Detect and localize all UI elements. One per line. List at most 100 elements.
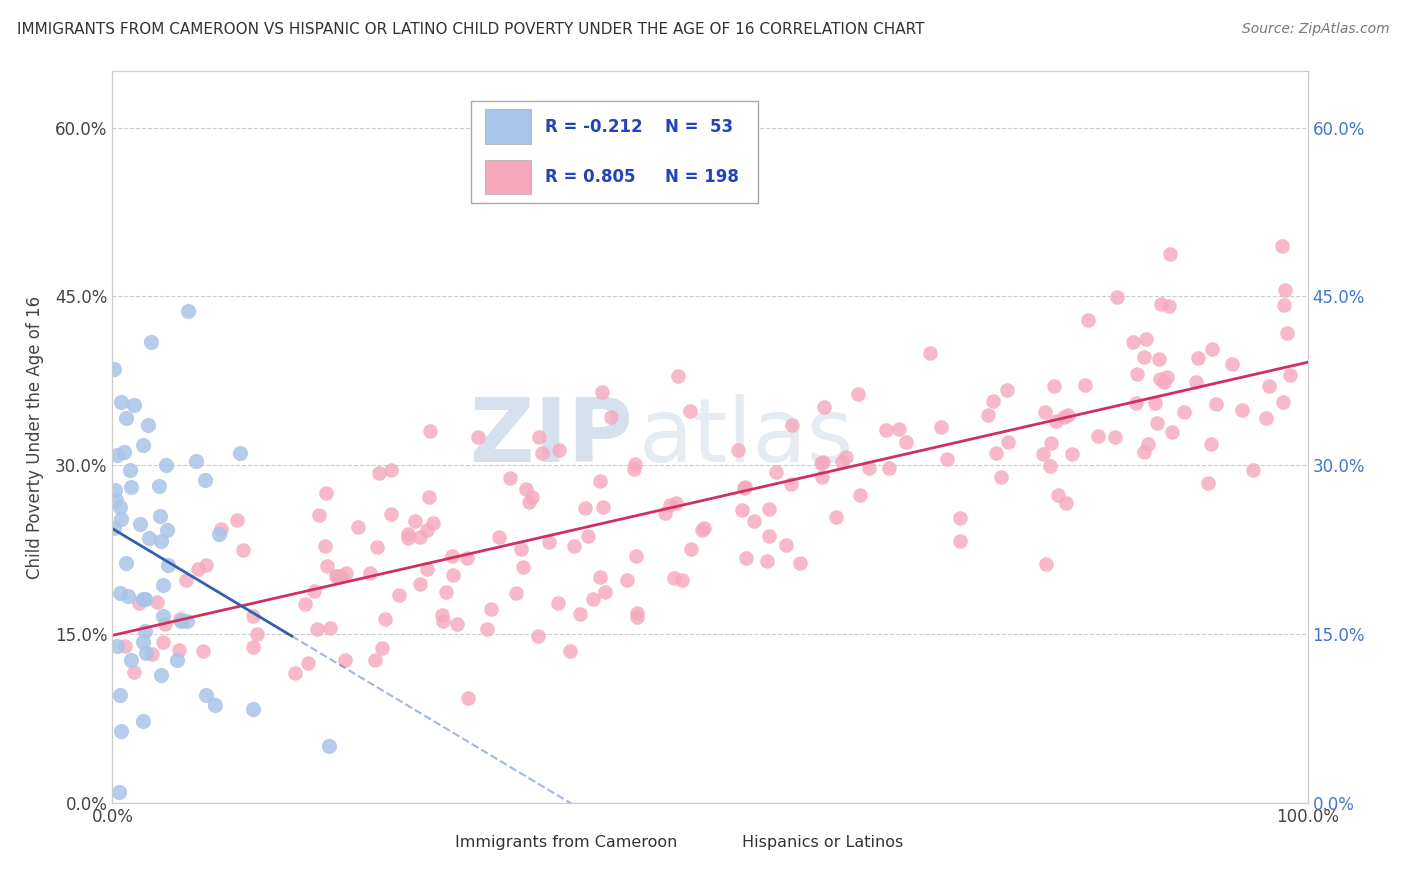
- Point: [665, 496, 688, 510]
- Point: [440, 549, 463, 563]
- Point: [1149, 372, 1171, 386]
- Point: [990, 470, 1012, 484]
- Point: [416, 523, 439, 537]
- Point: [170, 614, 193, 628]
- Point: [105, 448, 128, 462]
- Point: [441, 567, 464, 582]
- Point: [380, 507, 402, 521]
- Point: [1230, 402, 1253, 417]
- Point: [626, 610, 648, 624]
- Point: [152, 578, 174, 592]
- Point: [592, 500, 614, 515]
- Point: [626, 549, 648, 564]
- Point: [733, 481, 755, 495]
- Text: R = -0.212: R = -0.212: [546, 118, 643, 136]
- Point: [626, 606, 648, 620]
- Point: [1060, 447, 1083, 461]
- Point: [335, 566, 357, 581]
- Point: [1147, 351, 1170, 366]
- Point: [693, 521, 716, 535]
- Point: [1087, 429, 1109, 443]
- Point: [692, 523, 714, 537]
- Point: [825, 509, 848, 524]
- Point: [679, 404, 702, 418]
- Point: [1104, 430, 1126, 444]
- Point: [616, 573, 638, 587]
- Point: [479, 601, 502, 615]
- Point: [515, 483, 537, 497]
- Point: [176, 573, 198, 587]
- Point: [509, 542, 531, 557]
- Point: [1077, 312, 1099, 326]
- Point: [226, 512, 249, 526]
- Point: [1135, 332, 1157, 346]
- Point: [846, 386, 869, 401]
- Point: [308, 508, 330, 523]
- Point: [1136, 437, 1159, 451]
- Point: [396, 531, 419, 545]
- Point: [108, 688, 131, 702]
- Point: [659, 498, 682, 512]
- Point: [105, 640, 128, 654]
- Point: [858, 460, 880, 475]
- Point: [517, 495, 540, 509]
- Point: [1153, 375, 1175, 389]
- Point: [1258, 378, 1281, 392]
- Point: [152, 635, 174, 649]
- Point: [831, 455, 853, 469]
- Point: [558, 644, 581, 658]
- Point: [593, 585, 616, 599]
- Point: [120, 653, 142, 667]
- Point: [325, 569, 347, 583]
- Point: [887, 421, 910, 435]
- Point: [1173, 405, 1195, 419]
- Point: [758, 528, 780, 542]
- Point: [997, 434, 1019, 449]
- Point: [1197, 476, 1219, 491]
- Point: [371, 641, 394, 656]
- Point: [499, 471, 522, 485]
- Text: ZIP: ZIP: [470, 393, 633, 481]
- Point: [1033, 405, 1056, 419]
- Point: [529, 429, 551, 443]
- Point: [742, 514, 765, 528]
- Point: [527, 629, 550, 643]
- Point: [108, 585, 131, 599]
- Point: [1107, 290, 1129, 304]
- Point: [148, 479, 170, 493]
- Point: [135, 646, 157, 660]
- Point: [110, 500, 132, 514]
- Point: [232, 543, 254, 558]
- Point: [1274, 283, 1296, 297]
- Point: [194, 473, 217, 487]
- Point: [141, 647, 163, 661]
- Point: [367, 466, 389, 480]
- Point: [374, 612, 396, 626]
- Point: [654, 506, 676, 520]
- Point: [132, 635, 155, 649]
- Point: [810, 456, 832, 470]
- Point: [949, 534, 972, 549]
- Point: [995, 383, 1018, 397]
- Point: [547, 596, 569, 610]
- Point: [132, 438, 155, 452]
- Point: [114, 639, 136, 653]
- Point: [671, 573, 693, 587]
- Point: [1241, 463, 1264, 477]
- Point: [576, 529, 599, 543]
- Point: [110, 724, 132, 739]
- Point: [136, 418, 159, 433]
- Point: [416, 562, 439, 576]
- Point: [1133, 445, 1156, 459]
- Point: [1073, 377, 1095, 392]
- Point: [1125, 396, 1147, 410]
- Point: [195, 558, 218, 573]
- Point: [107, 784, 129, 798]
- Point: [624, 457, 647, 471]
- Point: [246, 627, 269, 641]
- Point: [191, 644, 214, 658]
- Point: [588, 570, 610, 584]
- Point: [409, 530, 432, 544]
- Point: [105, 493, 128, 508]
- Point: [467, 430, 489, 444]
